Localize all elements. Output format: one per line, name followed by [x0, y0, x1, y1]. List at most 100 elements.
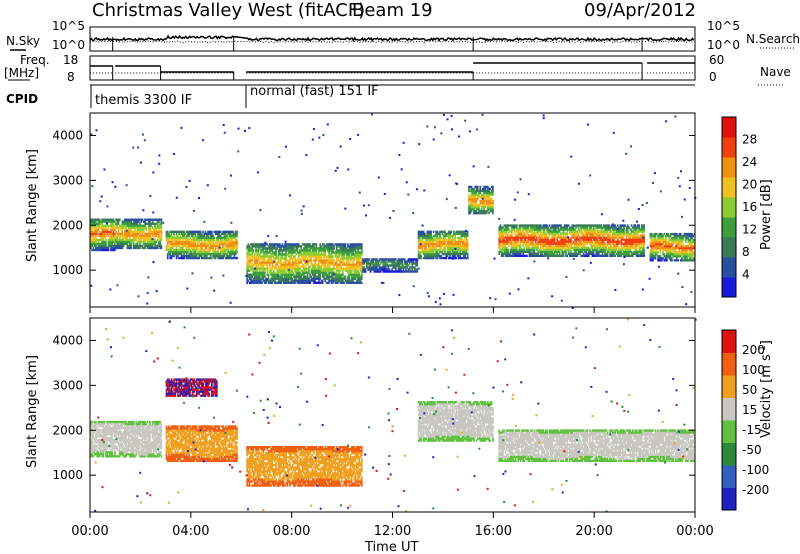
echo-cell [425, 240, 427, 244]
echo-cell [313, 269, 315, 272]
echo-cell [547, 254, 550, 258]
echo-cell [393, 266, 396, 269]
echo-cell [487, 189, 489, 193]
echo-cell [348, 255, 351, 258]
echo-cell [432, 234, 435, 238]
echo-cell [95, 240, 97, 244]
echo-cell [330, 277, 333, 280]
echo-cell [582, 244, 585, 247]
echo-cell [374, 266, 377, 269]
echo-cell [125, 232, 127, 235]
echo-cell [526, 246, 528, 249]
echo-cell [150, 218, 153, 221]
echo-cell [436, 234, 439, 238]
echo-cell [334, 273, 337, 276]
echo-cell [173, 254, 175, 258]
echo-cell [248, 265, 251, 268]
echo-cell [290, 251, 293, 254]
echo-cell [513, 232, 516, 235]
echo-cell [257, 277, 260, 280]
echo-cell [499, 248, 502, 251]
echo-cell [421, 250, 424, 254]
echo-cell [199, 238, 202, 242]
echo-cell [286, 253, 289, 256]
echo-cell [442, 248, 445, 252]
echo-cell [233, 256, 236, 260]
echo-cell [531, 246, 533, 249]
echo-cell [514, 230, 517, 233]
echo-cell [151, 246, 154, 250]
echo-cell [591, 234, 594, 237]
echo-cell [502, 236, 504, 239]
echo-cell [323, 263, 325, 266]
echo-cell [281, 257, 284, 260]
echo-cell [357, 257, 359, 260]
echo-cell [347, 265, 349, 268]
echo-cell [532, 228, 535, 231]
echo-cell [379, 258, 382, 261]
echo-cell [180, 244, 183, 248]
echo-cell [101, 228, 104, 231]
echo-cell [584, 242, 586, 245]
echo-cell [102, 232, 105, 235]
echo-cell [581, 246, 584, 249]
echo-cell [339, 275, 342, 278]
echo-cell [581, 244, 584, 247]
echo-cell [567, 242, 570, 245]
echo-cell [474, 205, 477, 209]
echo-cell [455, 244, 458, 248]
echo-cell [551, 236, 553, 239]
echo-cell [182, 250, 184, 254]
echo-cell [503, 252, 506, 255]
echo-cell [112, 240, 115, 244]
echo-cell [116, 234, 119, 238]
echo-cell [146, 222, 149, 225]
echo-cell [118, 218, 121, 221]
echo-cell [360, 259, 363, 262]
echo-cell [526, 248, 528, 251]
echo-cell [582, 246, 585, 249]
echo-cell [318, 267, 320, 270]
echo-cell [139, 218, 141, 221]
echo-cell [596, 240, 599, 243]
echo-cell [558, 248, 561, 251]
echo-cell [348, 267, 351, 270]
echo-cell [531, 228, 533, 231]
echo-cell [509, 252, 512, 255]
echo-cell [319, 267, 322, 270]
echo-cell [139, 226, 141, 229]
echo-cell [328, 281, 330, 284]
echo-cell [136, 218, 139, 221]
echo-cell [323, 247, 325, 250]
echo-cell [591, 230, 594, 233]
echo-cell [601, 248, 604, 251]
echo-cell [247, 245, 250, 248]
echo-cell [329, 257, 332, 260]
echo-cell [406, 266, 409, 269]
echo-cell [286, 265, 289, 268]
echo-cell [432, 230, 435, 233]
echo-cell [142, 230, 145, 233]
echo-cell [450, 234, 453, 238]
echo-cell [180, 250, 183, 254]
echo-cell [565, 252, 567, 255]
echo-cell [571, 224, 574, 227]
echo-cell [321, 263, 324, 266]
echo-cell [277, 259, 280, 262]
echo-cell [268, 259, 271, 262]
echo-cell [355, 245, 358, 248]
echo-cell [252, 271, 255, 274]
echo-cell [347, 249, 349, 252]
echo-cell [479, 187, 482, 191]
echo-cell [516, 230, 518, 233]
echo-cell [257, 263, 260, 266]
echo-cell [488, 199, 490, 203]
echo-cell [291, 263, 294, 266]
echo-cell [489, 193, 492, 197]
echo-cell [228, 238, 231, 242]
echo-cell [347, 281, 349, 284]
echo-cell [539, 254, 542, 258]
echo-cell [211, 256, 213, 260]
echo-cell [179, 256, 182, 260]
echo-cell [426, 250, 429, 254]
